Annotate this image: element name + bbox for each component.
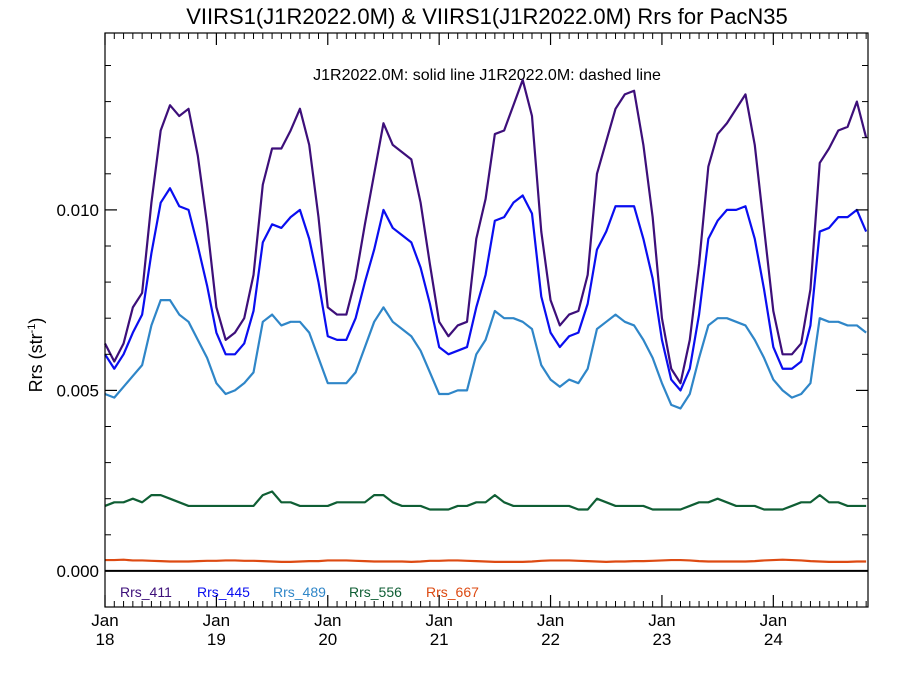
legend-item-rrs-667: Rrs_667: [426, 584, 479, 600]
y-tick-label: 0.005: [56, 381, 99, 400]
legend-item-rrs-556: Rrs_556: [349, 584, 402, 600]
x-tick-label-year: 23: [652, 630, 671, 649]
legend-item-rrs-411: Rrs_411: [120, 584, 172, 600]
y-axis-label-superscript: -1: [26, 324, 38, 334]
legend-item-rrs-445: Rrs_445: [197, 584, 250, 600]
plot-frame: [104, 32, 869, 608]
series-line-rrs-411: [104, 78, 868, 385]
axis-layer: 0.0000.0050.010Jan18Jan19Jan20Jan21Jan22…: [56, 33, 868, 649]
y-axis-label-main: Rrs (str: [26, 333, 46, 392]
legend-item-rrs-489: Rrs_489: [273, 584, 326, 600]
x-tick-label-year: 20: [318, 630, 337, 649]
x-tick-label-year: 19: [207, 630, 226, 649]
y-tick-label: 0.010: [56, 201, 99, 220]
x-tick-label-year: 22: [541, 630, 560, 649]
y-axis-label: Rrs (str-1): [26, 318, 46, 393]
series-line-rrs-667: [105, 558, 867, 563]
legend: Rrs_411 Rrs_445 Rrs_489 Rrs_556 Rrs_667: [120, 584, 479, 600]
x-tick-label-year: 21: [430, 630, 449, 649]
x-tick-label-month: Jan: [760, 611, 787, 630]
x-tick-label-month: Jan: [648, 611, 675, 630]
series-layer: [104, 78, 868, 563]
x-tick-label-year: 18: [96, 630, 115, 649]
series-line-rrs-445: [104, 187, 868, 392]
y-tick-label: 0.000: [56, 562, 99, 581]
chart-subtitle: J1R2022.0M: solid line J1R2022.0M: dashe…: [313, 67, 661, 84]
x-tick-label-month: Jan: [425, 611, 452, 630]
series-line-rrs-489: [104, 299, 867, 410]
x-tick-label-month: Jan: [314, 611, 341, 630]
x-tick-label-year: 24: [764, 630, 783, 649]
chart-title: VIIRS1(J1R2022.0M) & VIIRS1(J1R2022.0M) …: [186, 4, 788, 29]
x-tick-label-month: Jan: [537, 611, 564, 630]
series-line-rrs-556: [104, 490, 867, 511]
x-tick-label-month: Jan: [91, 611, 118, 630]
y-axis-label-close: ): [26, 318, 46, 324]
x-tick-label-month: Jan: [203, 611, 230, 630]
